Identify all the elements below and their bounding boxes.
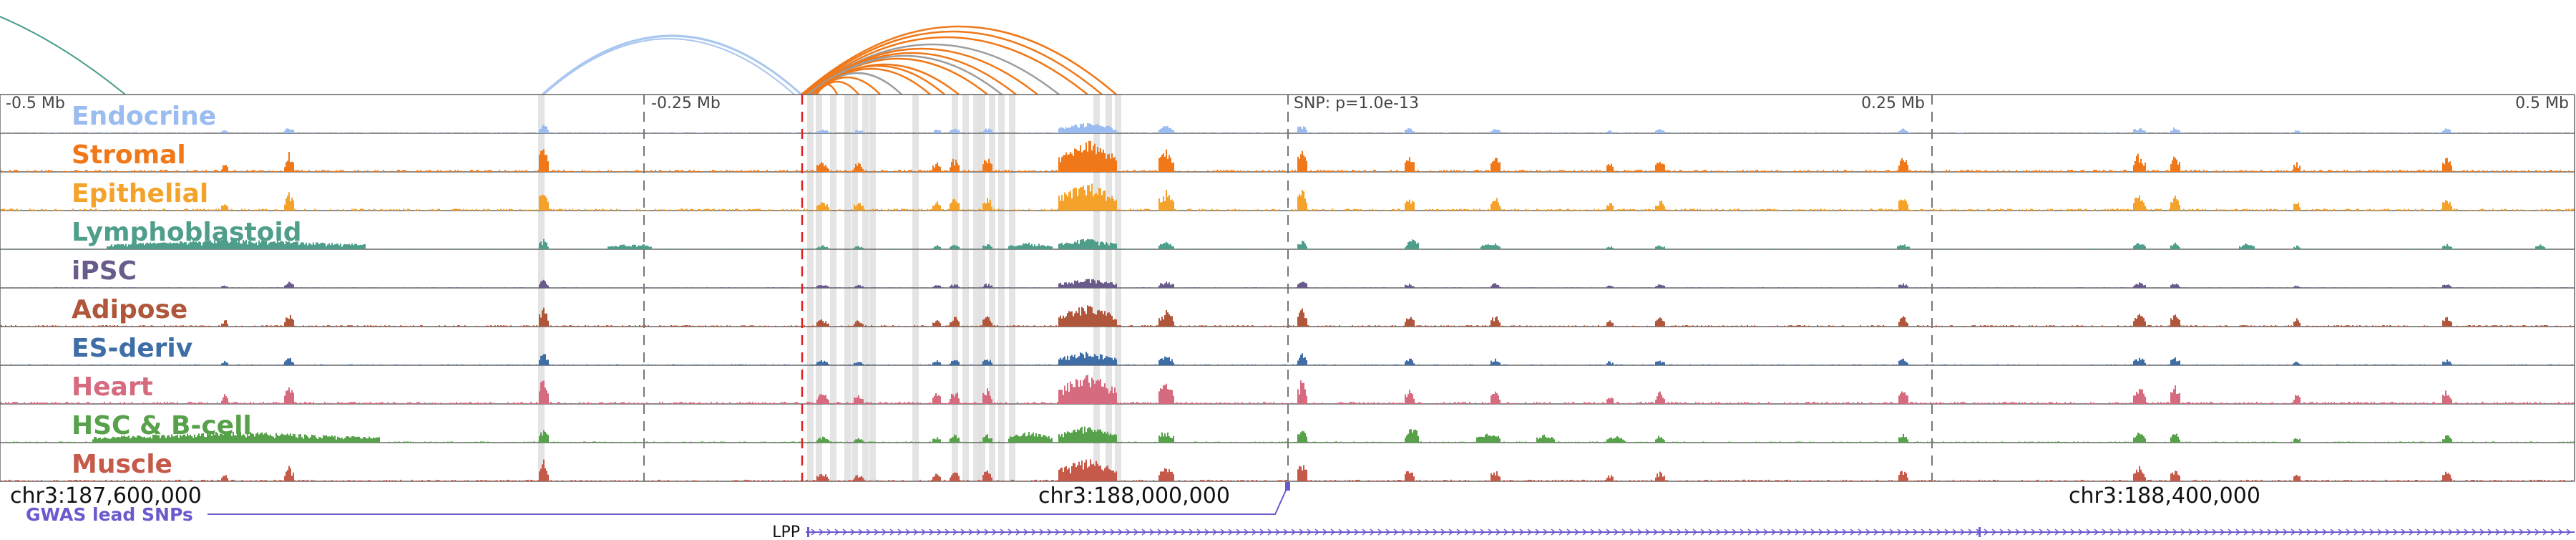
- track-label: Heart: [72, 372, 153, 402]
- arc-blue-1: [541, 34, 803, 96]
- scale-label: SNP: p=1.0e-13: [1294, 95, 1419, 112]
- arc-orange-13: [805, 47, 1038, 95]
- arc-orange-3: [804, 36, 1088, 95]
- arc-orange-15: [810, 64, 945, 95]
- coordinate-label: chr3:188,000,000: [1038, 483, 1230, 508]
- track-label: Muscle: [72, 450, 172, 479]
- interaction-arcs: [0, 16, 1117, 96]
- gwas-label: GWAS lead SNPs: [26, 504, 193, 525]
- scale-dividers: [643, 95, 1933, 481]
- signal-bars: [1, 140, 2575, 172]
- track-label: Adipose: [72, 295, 187, 324]
- gene-exon: [1979, 527, 1981, 537]
- coordinate-axis: chr3:187,600,000 chr3:188,000,000 chr3:188…: [10, 482, 2260, 525]
- scale-label: 0.25 Mb: [1861, 95, 1925, 112]
- track-label: Epithelial: [72, 179, 208, 208]
- coordinate-label: chr3:187,600,000: [10, 483, 202, 508]
- gene-strand-arrows: [811, 529, 2572, 536]
- arc-orange-2: [802, 30, 1103, 95]
- signal-bars: [11, 279, 2568, 288]
- arc-orange-12: [816, 83, 839, 95]
- gene-track: LPP: [772, 524, 2575, 540]
- gwas-connector: [208, 485, 1289, 515]
- signal-bars: [2, 352, 2572, 365]
- track-label: Lymphoblastoid: [72, 218, 302, 247]
- arc-orange-1: [801, 25, 1117, 95]
- signal-bars: [0, 459, 2575, 481]
- arc-teal: [0, 16, 126, 95]
- scale-label: -0.5 Mb: [6, 95, 65, 112]
- signal-bars: [0, 305, 2575, 327]
- scale-label: -0.25 Mb: [651, 95, 721, 112]
- scale-label: 0.5 Mb: [2515, 95, 2569, 112]
- gwas-snp-marker: [1285, 482, 1290, 491]
- gene-exon: [807, 527, 809, 537]
- signal-bars: [0, 375, 2575, 404]
- track-label: Stromal: [72, 140, 186, 170]
- track-label: ES-deriv: [72, 334, 192, 363]
- track-epithelial: [0, 183, 2575, 211]
- arc-blue-2: [543, 38, 795, 95]
- track-label: HSC & B-cell: [72, 411, 252, 440]
- gene-label: LPP: [772, 524, 800, 537]
- track-es-deriv: [0, 352, 2575, 366]
- signal-bars: [0, 123, 2575, 133]
- arc-orange-14: [807, 54, 1002, 95]
- signal-bars: [1, 183, 2575, 211]
- signal-bars: [5, 426, 2575, 443]
- track-label: iPSC: [72, 256, 137, 286]
- signal-bars: [0, 238, 2575, 249]
- scale-labels: -0.5 Mb -0.25 Mb SNP: p=1.0e-13 0.25 Mb 0.5 …: [6, 95, 2569, 112]
- track-labels: Endocrine Stromal Epithelial Lymphoblastoid…: [72, 102, 302, 479]
- track-label: Endocrine: [72, 102, 216, 131]
- coordinate-label: chr3:188,400,000: [2069, 483, 2260, 508]
- track-ipsc: [0, 279, 2575, 289]
